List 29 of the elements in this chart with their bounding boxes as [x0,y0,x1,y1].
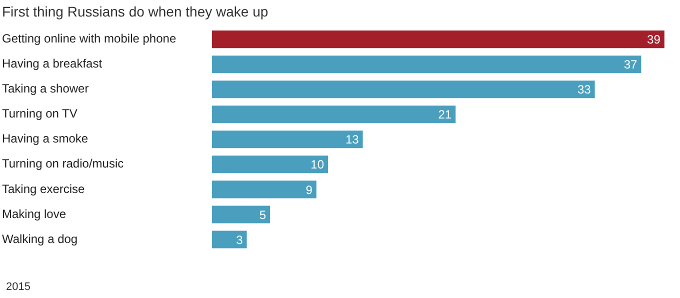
y-tick-label: Making love [2,206,66,221]
bar [212,30,664,48]
data-label: 10 [310,158,324,172]
bar [212,56,642,74]
y-tick-label: Taking exercise [2,182,86,196]
data-label: 5 [259,208,266,222]
data-label: 13 [345,132,360,147]
bar [212,156,328,174]
data-label: 37 [624,58,638,72]
data-label: 39 [647,32,661,47]
chart-title: First thing Russians do when they wake up [2,3,268,20]
y-tick-label: Walking a dog [2,232,78,246]
bar [212,230,247,248]
y-tick-label: Turning on TV [2,106,78,121]
y-tick-label: Having a smoke [2,132,88,146]
data-label: 9 [306,182,313,197]
bar [212,80,595,98]
data-label: 3 [236,232,244,247]
data-label: 33 [577,82,592,97]
y-tick-label: Taking a shower [2,82,89,96]
bar [212,180,316,198]
bar [212,206,270,224]
y-tick-label: Turning on radio/music [2,156,124,171]
text: 2015 [6,281,30,293]
bar [212,130,363,148]
y-tick-label: Having a breakfast [2,56,103,71]
y-tick-label: Getting online with mobile phone [2,32,176,46]
data-label: 21 [438,108,452,122]
bar [212,106,456,124]
